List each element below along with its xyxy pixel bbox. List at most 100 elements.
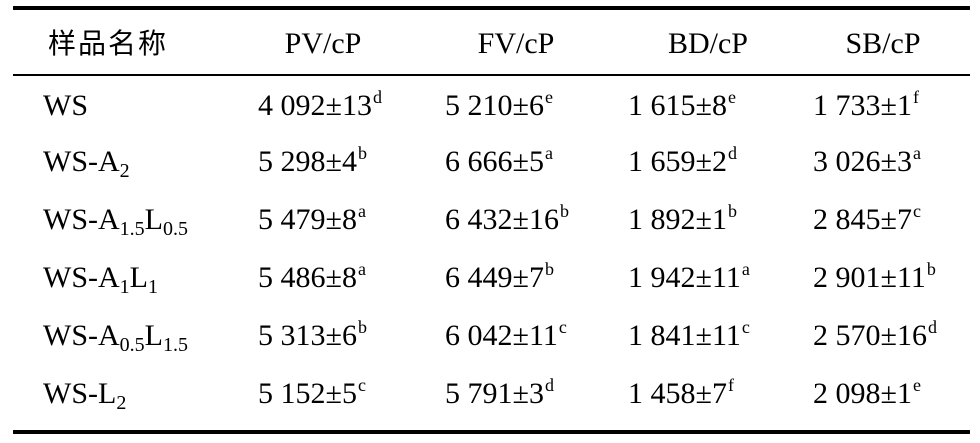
- fv-value: 6 449±7: [445, 261, 544, 294]
- bd-value-cell: 1 892±1b: [628, 192, 737, 248]
- significance-letter: a: [544, 143, 553, 163]
- sample-component-ratio: 1: [119, 276, 130, 298]
- table-row: WS 4 092±13d 5 210±6e 1 615±8e 1 733±1f: [13, 78, 970, 134]
- bd-value-cell: 1 942±11a: [628, 250, 750, 306]
- sample-component: A: [98, 145, 120, 178]
- sb-value-cell: 2 098±1e: [813, 366, 921, 422]
- significance-letter: b: [559, 201, 569, 221]
- significance-letter: f: [912, 87, 919, 107]
- sb-value: 2 845±7: [813, 203, 912, 236]
- pv-value: 5 298±4: [258, 145, 357, 178]
- sb-value: 2 901±11: [813, 261, 926, 294]
- sample-name-base: WS-: [43, 319, 98, 352]
- pv-value-cell: 5 152±5c: [258, 366, 366, 422]
- pv-value: 5 152±5: [258, 377, 357, 410]
- significance-letter: e: [912, 375, 921, 395]
- bd-value: 1 615±8: [628, 89, 727, 122]
- fv-value-cell: 5 210±6e: [445, 78, 553, 134]
- sample-component: L: [98, 377, 117, 410]
- significance-letter: d: [727, 143, 737, 163]
- significance-letter: c: [741, 317, 750, 337]
- sample-name-cell: WS-A0.5L1.5: [43, 308, 188, 364]
- significance-letter: b: [357, 317, 367, 337]
- header-rule: [13, 74, 970, 76]
- sample-name-base: WS-: [43, 145, 98, 178]
- top-rule: [13, 6, 970, 10]
- sample-name-base: WS-: [43, 261, 98, 294]
- significance-letter: b: [727, 201, 737, 221]
- table-row: WS-A0.5L1.5 5 313±6b 6 042±11c 1 841±11c 2 5…: [13, 308, 970, 364]
- bd-value: 1 942±11: [628, 261, 741, 294]
- fv-value: 6 666±5: [445, 145, 544, 178]
- table-row: WS-A2 5 298±4b 6 666±5a 1 659±2d 3 026±3a: [13, 134, 970, 190]
- pv-value: 5 313±6: [258, 319, 357, 352]
- significance-letter: a: [741, 259, 750, 279]
- pv-value-cell: 4 092±13d: [258, 78, 382, 134]
- bd-value-cell: 1 841±11c: [628, 308, 750, 364]
- sample-component-ratio: 2: [119, 160, 130, 182]
- header-pv: PV/cP: [284, 27, 362, 60]
- pv-value: 4 092±13: [258, 89, 372, 122]
- fv-value-cell: 5 791±3d: [445, 366, 554, 422]
- sample-name-cell: WS-A2: [43, 134, 130, 190]
- sample-name-cell: WS-A1.5L0.5: [43, 192, 188, 248]
- sample-name-base: WS-: [43, 377, 98, 410]
- sample-component-ratio: 0.5: [119, 334, 145, 356]
- significance-letter: e: [544, 87, 553, 107]
- pv-value: 5 486±8: [258, 261, 357, 294]
- bd-value: 1 659±2: [628, 145, 727, 178]
- pv-value-cell: 5 313±6b: [258, 308, 367, 364]
- fv-value-cell: 6 042±11c: [445, 308, 567, 364]
- significance-letter: c: [357, 375, 366, 395]
- significance-letter: d: [927, 317, 937, 337]
- data-table: 样品名称 PV/cP FV/cP BD/cP SB/cP WS 4 092±13d…: [13, 6, 970, 436]
- sb-value-cell: 2 901±11b: [813, 250, 936, 306]
- sample-component: L: [144, 319, 163, 352]
- table-row: WS-A1.5L0.5 5 479±8a 6 432±16b 1 892±1b 2 84…: [13, 192, 970, 248]
- sb-value-cell: 1 733±1f: [813, 78, 919, 134]
- header-sb: SB/cP: [845, 27, 921, 60]
- fv-value: 5 791±3: [445, 377, 544, 410]
- table-row: WS-A1L1 5 486±8a 6 449±7b 1 942±11a 2 901±11…: [13, 250, 970, 306]
- sb-value-cell: 3 026±3a: [813, 134, 921, 190]
- sb-value: 3 026±3: [813, 145, 912, 178]
- pv-value-cell: 5 479±8a: [258, 192, 366, 248]
- significance-letter: d: [372, 87, 382, 107]
- sample-component: A: [98, 203, 120, 236]
- header-fv: FV/cP: [477, 27, 555, 60]
- significance-letter: c: [912, 201, 921, 221]
- significance-letter: a: [912, 143, 921, 163]
- header-row: 样品名称 PV/cP FV/cP BD/cP SB/cP: [13, 16, 970, 72]
- bd-value: 1 892±1: [628, 203, 727, 236]
- header-bd: BD/cP: [667, 27, 748, 60]
- significance-letter: a: [357, 201, 366, 221]
- sample-name-cell: WS-A1L1: [43, 250, 158, 306]
- significance-letter: f: [727, 375, 734, 395]
- significance-letter: a: [357, 259, 366, 279]
- significance-letter: b: [544, 259, 554, 279]
- sb-value: 2 098±1: [813, 377, 912, 410]
- sample-component-ratio: 1.5: [163, 334, 188, 356]
- sample-component: L: [129, 261, 148, 294]
- significance-letter: b: [926, 259, 936, 279]
- sample-name-base: WS: [43, 89, 88, 122]
- bd-value-cell: 1 659±2d: [628, 134, 737, 190]
- bd-value-cell: 1 615±8e: [628, 78, 736, 134]
- sb-value: 1 733±1: [813, 89, 912, 122]
- sample-component-ratio: 0.5: [163, 218, 188, 240]
- significance-letter: d: [544, 375, 554, 395]
- fv-value: 5 210±6: [445, 89, 544, 122]
- sb-value-cell: 2 845±7c: [813, 192, 921, 248]
- bottom-rule: [13, 430, 970, 434]
- table-row: WS-L2 5 152±5c 5 791±3d 1 458±7f 2 098±1e: [13, 366, 970, 422]
- sample-name-base: WS-: [43, 203, 98, 236]
- fv-value-cell: 6 432±16b: [445, 192, 569, 248]
- bd-value-cell: 1 458±7f: [628, 366, 734, 422]
- fv-value-cell: 6 449±7b: [445, 250, 554, 306]
- fv-value: 6 042±11: [445, 319, 558, 352]
- pv-value: 5 479±8: [258, 203, 357, 236]
- bd-value: 1 841±11: [628, 319, 741, 352]
- sample-component: L: [144, 203, 163, 236]
- bd-value: 1 458±7: [628, 377, 727, 410]
- sample-name-cell: WS-L2: [43, 366, 126, 422]
